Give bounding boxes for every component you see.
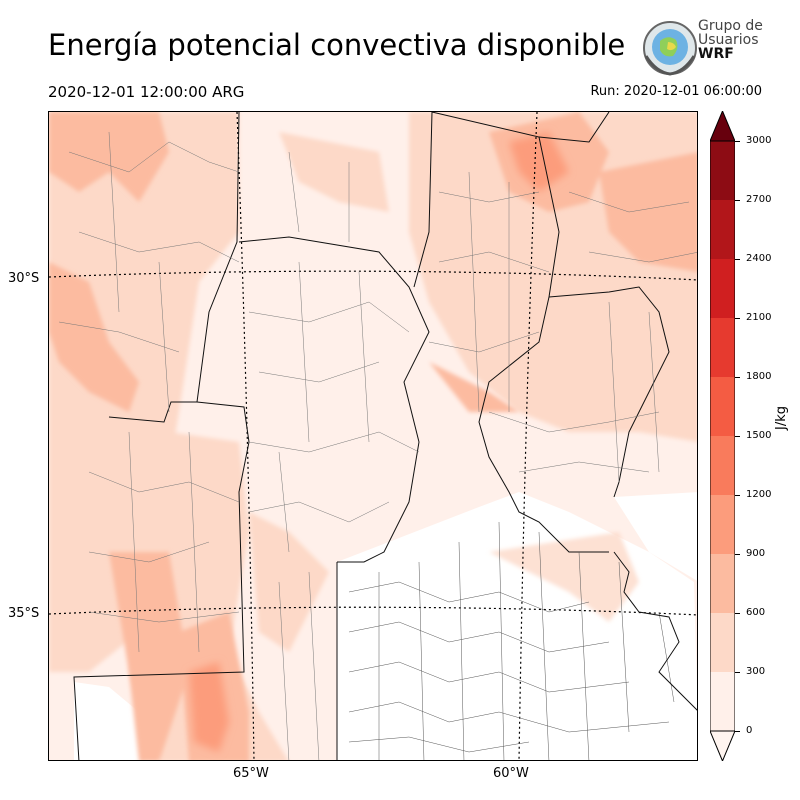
globe-emblem-icon [643,21,697,76]
cape-map [48,111,698,761]
colorbar-band [710,495,735,554]
graticule [49,112,697,760]
colorbar-tick-label: 300 [746,666,766,677]
colorbar-tick-label: 1500 [746,430,772,441]
colorbar-band [710,259,735,318]
chart-title: Energía potencial convectiva disponible [48,28,626,62]
lon-label-60w: 60°W [493,766,529,781]
logo-text: Grupo de Usuarios WRF [698,19,763,61]
province-boundaries [73,112,670,760]
colorbar-tick-label: 0 [746,725,753,736]
colorbar-tick-label: 2100 [746,312,772,323]
department-lines [58,131,697,760]
cape-900-band [189,132,569,752]
colorbar-tick-mark [735,731,740,732]
logo-line1: Grupo de [698,18,763,34]
colorbar-band [710,613,735,672]
map-svg [49,112,697,760]
colorbar [710,111,735,761]
colorbar-frame [710,140,735,732]
colorbar-unit: J/kg [774,406,789,430]
colorbar-extend-min [710,730,735,761]
colorbar-tick-mark [735,318,740,319]
coastline [613,551,697,711]
valid-time: 2020-12-01 12:00:00 ARG [48,83,245,101]
colorbar-band [710,436,735,495]
colorbar-tick-mark [735,613,740,614]
colorbar-band [710,377,735,436]
colorbar-tick-label: 600 [746,607,766,618]
logo-line3: WRF [698,46,734,62]
colorbar-tick-label: 3000 [746,135,772,146]
colorbar-band [710,141,735,200]
run-time: Run: 2020-12-01 06:00:00 [590,84,762,99]
colorbar-extend-max [710,111,735,142]
colorbar-tick-label: 2700 [746,194,772,205]
colorbar-tick-label: 900 [746,548,766,559]
colorbar-tick-mark [735,141,740,142]
lon-label-65w: 65°W [233,766,269,781]
colorbar-tick-mark [735,200,740,201]
wrf-logo: Grupo de Usuarios WRF [638,16,788,76]
colorbar-band [710,318,735,377]
cape-zero-river [614,492,697,581]
buenos-aires-partidos [348,521,675,760]
colorbar-band [710,200,735,259]
colorbar-tick-label: 2400 [746,253,772,264]
logo-line2: Usuarios [698,32,759,48]
lat-label-35s: 35°S [8,606,40,621]
colorbar-bands [710,141,735,731]
colorbar-tick-mark [735,377,740,378]
colorbar-tick-mark [735,672,740,673]
colorbar-tick-label: 1800 [746,371,772,382]
colorbar-tick-mark [735,259,740,260]
colorbar-tick-label: 1200 [746,489,772,500]
colorbar-tick-mark [735,436,740,437]
colorbar-band [710,672,735,731]
cape-300-band [49,112,697,760]
colorbar-tick-mark [735,495,740,496]
lat-label-30s: 30°S [8,271,40,286]
colorbar-band [710,554,735,613]
colorbar-tick-mark [735,554,740,555]
